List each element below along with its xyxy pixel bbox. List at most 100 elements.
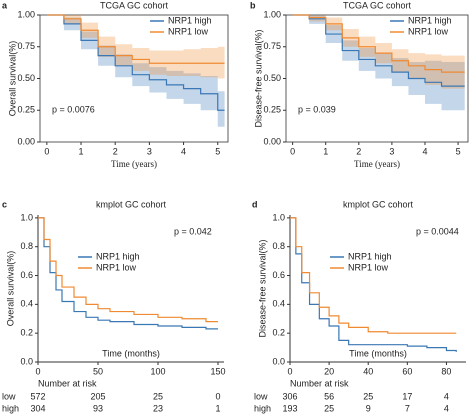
y-tick-label: 0.8 xyxy=(272,241,285,251)
panel-label: a xyxy=(2,0,8,10)
survival-curve xyxy=(290,217,457,352)
x-tick-label: 0 xyxy=(287,366,292,376)
x-axis-label: Time (years) xyxy=(354,159,400,169)
x-tick-label: 2 xyxy=(356,146,361,156)
risk-count: 23 xyxy=(153,403,163,413)
legend-label: NRP1 high xyxy=(168,15,212,25)
risk-count: 4 xyxy=(444,391,449,401)
survival-curve xyxy=(290,217,457,334)
p-value: p = 0.0076 xyxy=(52,104,95,114)
x-tick-label: 1 xyxy=(323,146,328,156)
survival-curve xyxy=(46,14,225,111)
risk-count: 205 xyxy=(90,391,105,401)
panel-label: b xyxy=(250,0,256,10)
y-tick-label: 0.0 xyxy=(20,356,33,366)
risk-table-title: Number at risk xyxy=(290,378,349,388)
y-tick-label: 0.50 xyxy=(17,73,35,83)
risk-count: 193 xyxy=(282,403,297,413)
p-value: p = 0.0044 xyxy=(416,226,459,236)
risk-count: 306 xyxy=(282,391,297,401)
x-tick-label: 0 xyxy=(290,146,295,156)
risk-count: 7 xyxy=(405,403,410,413)
risk-count: 25 xyxy=(363,391,373,401)
p-value: p = 0.039 xyxy=(298,104,336,114)
y-tick-label: 0.4 xyxy=(20,299,33,309)
x-tick-label: 80 xyxy=(441,366,451,376)
x-tick-label: 0 xyxy=(44,146,49,156)
confidence-band xyxy=(292,15,465,111)
x-tick-label: 5 xyxy=(215,146,220,156)
x-axis-label: Time (months) xyxy=(102,348,160,358)
y-tick-label: 0.8 xyxy=(20,241,33,251)
p-value: p = 0.042 xyxy=(174,226,212,236)
legend-label: NRP1 low xyxy=(96,262,137,272)
risk-count: 4 xyxy=(444,403,449,413)
risk-count: 25 xyxy=(153,391,163,401)
legend-label: NRP1 low xyxy=(408,26,449,36)
confidence-band xyxy=(46,15,225,127)
panel-title: kmplot GC cohort xyxy=(343,199,414,209)
y-tick-label: 1.00 xyxy=(263,9,281,19)
x-axis-label: Time (months) xyxy=(349,348,407,358)
panel-label: d xyxy=(252,199,258,209)
y-tick-label: 0.75 xyxy=(263,41,281,51)
x-tick-label: 3 xyxy=(389,146,394,156)
x-axis-label: Time (years) xyxy=(111,159,157,169)
risk-row-name: low xyxy=(254,391,268,401)
survival-curve xyxy=(38,217,218,330)
legend-label: NRP1 high xyxy=(96,251,140,261)
x-tick-label: 50 xyxy=(93,366,103,376)
risk-count: 17 xyxy=(402,391,412,401)
risk-count: 572 xyxy=(30,391,45,401)
y-tick-label: 1.0 xyxy=(272,212,285,222)
risk-row-name: low xyxy=(2,391,16,401)
x-tick-label: 0 xyxy=(35,366,40,376)
y-axis-label: Overall survival(%) xyxy=(7,41,17,117)
x-tick-label: 150 xyxy=(210,366,225,376)
y-axis-label: Disease-free survival(%) xyxy=(257,239,267,337)
y-tick-label: 1.0 xyxy=(20,212,33,222)
y-tick-label: 0.00 xyxy=(17,136,35,146)
panel-title: TCGA GC cohort xyxy=(343,0,412,10)
x-tick-label: 2 xyxy=(113,146,118,156)
survival-curve xyxy=(292,14,465,73)
confidence-band xyxy=(46,15,225,79)
risk-count: 0 xyxy=(215,391,220,401)
y-tick-label: 0.75 xyxy=(17,41,35,51)
legend-label: NRP1 high xyxy=(408,15,452,25)
y-axis-label: Disease-free survival(%) xyxy=(253,29,263,127)
survival-curve xyxy=(38,217,218,323)
legend-label: NRP1 low xyxy=(168,26,209,36)
x-tick-label: 5 xyxy=(456,146,461,156)
y-tick-label: 0.6 xyxy=(20,270,33,280)
x-tick-label: 60 xyxy=(402,366,412,376)
legend-label: NRP1 low xyxy=(348,262,389,272)
risk-table-title: Number at risk xyxy=(38,378,97,388)
y-tick-label: 0.25 xyxy=(17,105,35,115)
survival-curve xyxy=(46,14,225,64)
x-tick-label: 3 xyxy=(147,146,152,156)
x-tick-label: 4 xyxy=(181,146,186,156)
y-tick-label: 0.4 xyxy=(272,299,285,309)
risk-count: 56 xyxy=(324,391,334,401)
y-tick-label: 0.2 xyxy=(272,328,285,338)
x-tick-label: 20 xyxy=(324,366,334,376)
risk-count: 1 xyxy=(215,403,220,413)
risk-row-name: high xyxy=(254,403,271,413)
confidence-band xyxy=(292,15,465,89)
y-tick-label: 0.0 xyxy=(272,356,285,366)
y-tick-label: 0.2 xyxy=(20,328,33,338)
y-tick-label: 0.50 xyxy=(263,73,281,83)
panel-title: TCGA GC cohort xyxy=(100,0,169,10)
risk-count: 9 xyxy=(366,403,371,413)
y-axis-label: Overall survival(%) xyxy=(5,251,15,327)
y-tick-label: 0.25 xyxy=(263,105,281,115)
x-tick-label: 40 xyxy=(363,366,373,376)
risk-count: 304 xyxy=(30,403,45,413)
x-tick-label: 4 xyxy=(422,146,427,156)
risk-count: 25 xyxy=(324,403,334,413)
y-tick-label: 0.00 xyxy=(263,136,281,146)
x-tick-label: 1 xyxy=(79,146,84,156)
panel-label: c xyxy=(2,199,7,209)
